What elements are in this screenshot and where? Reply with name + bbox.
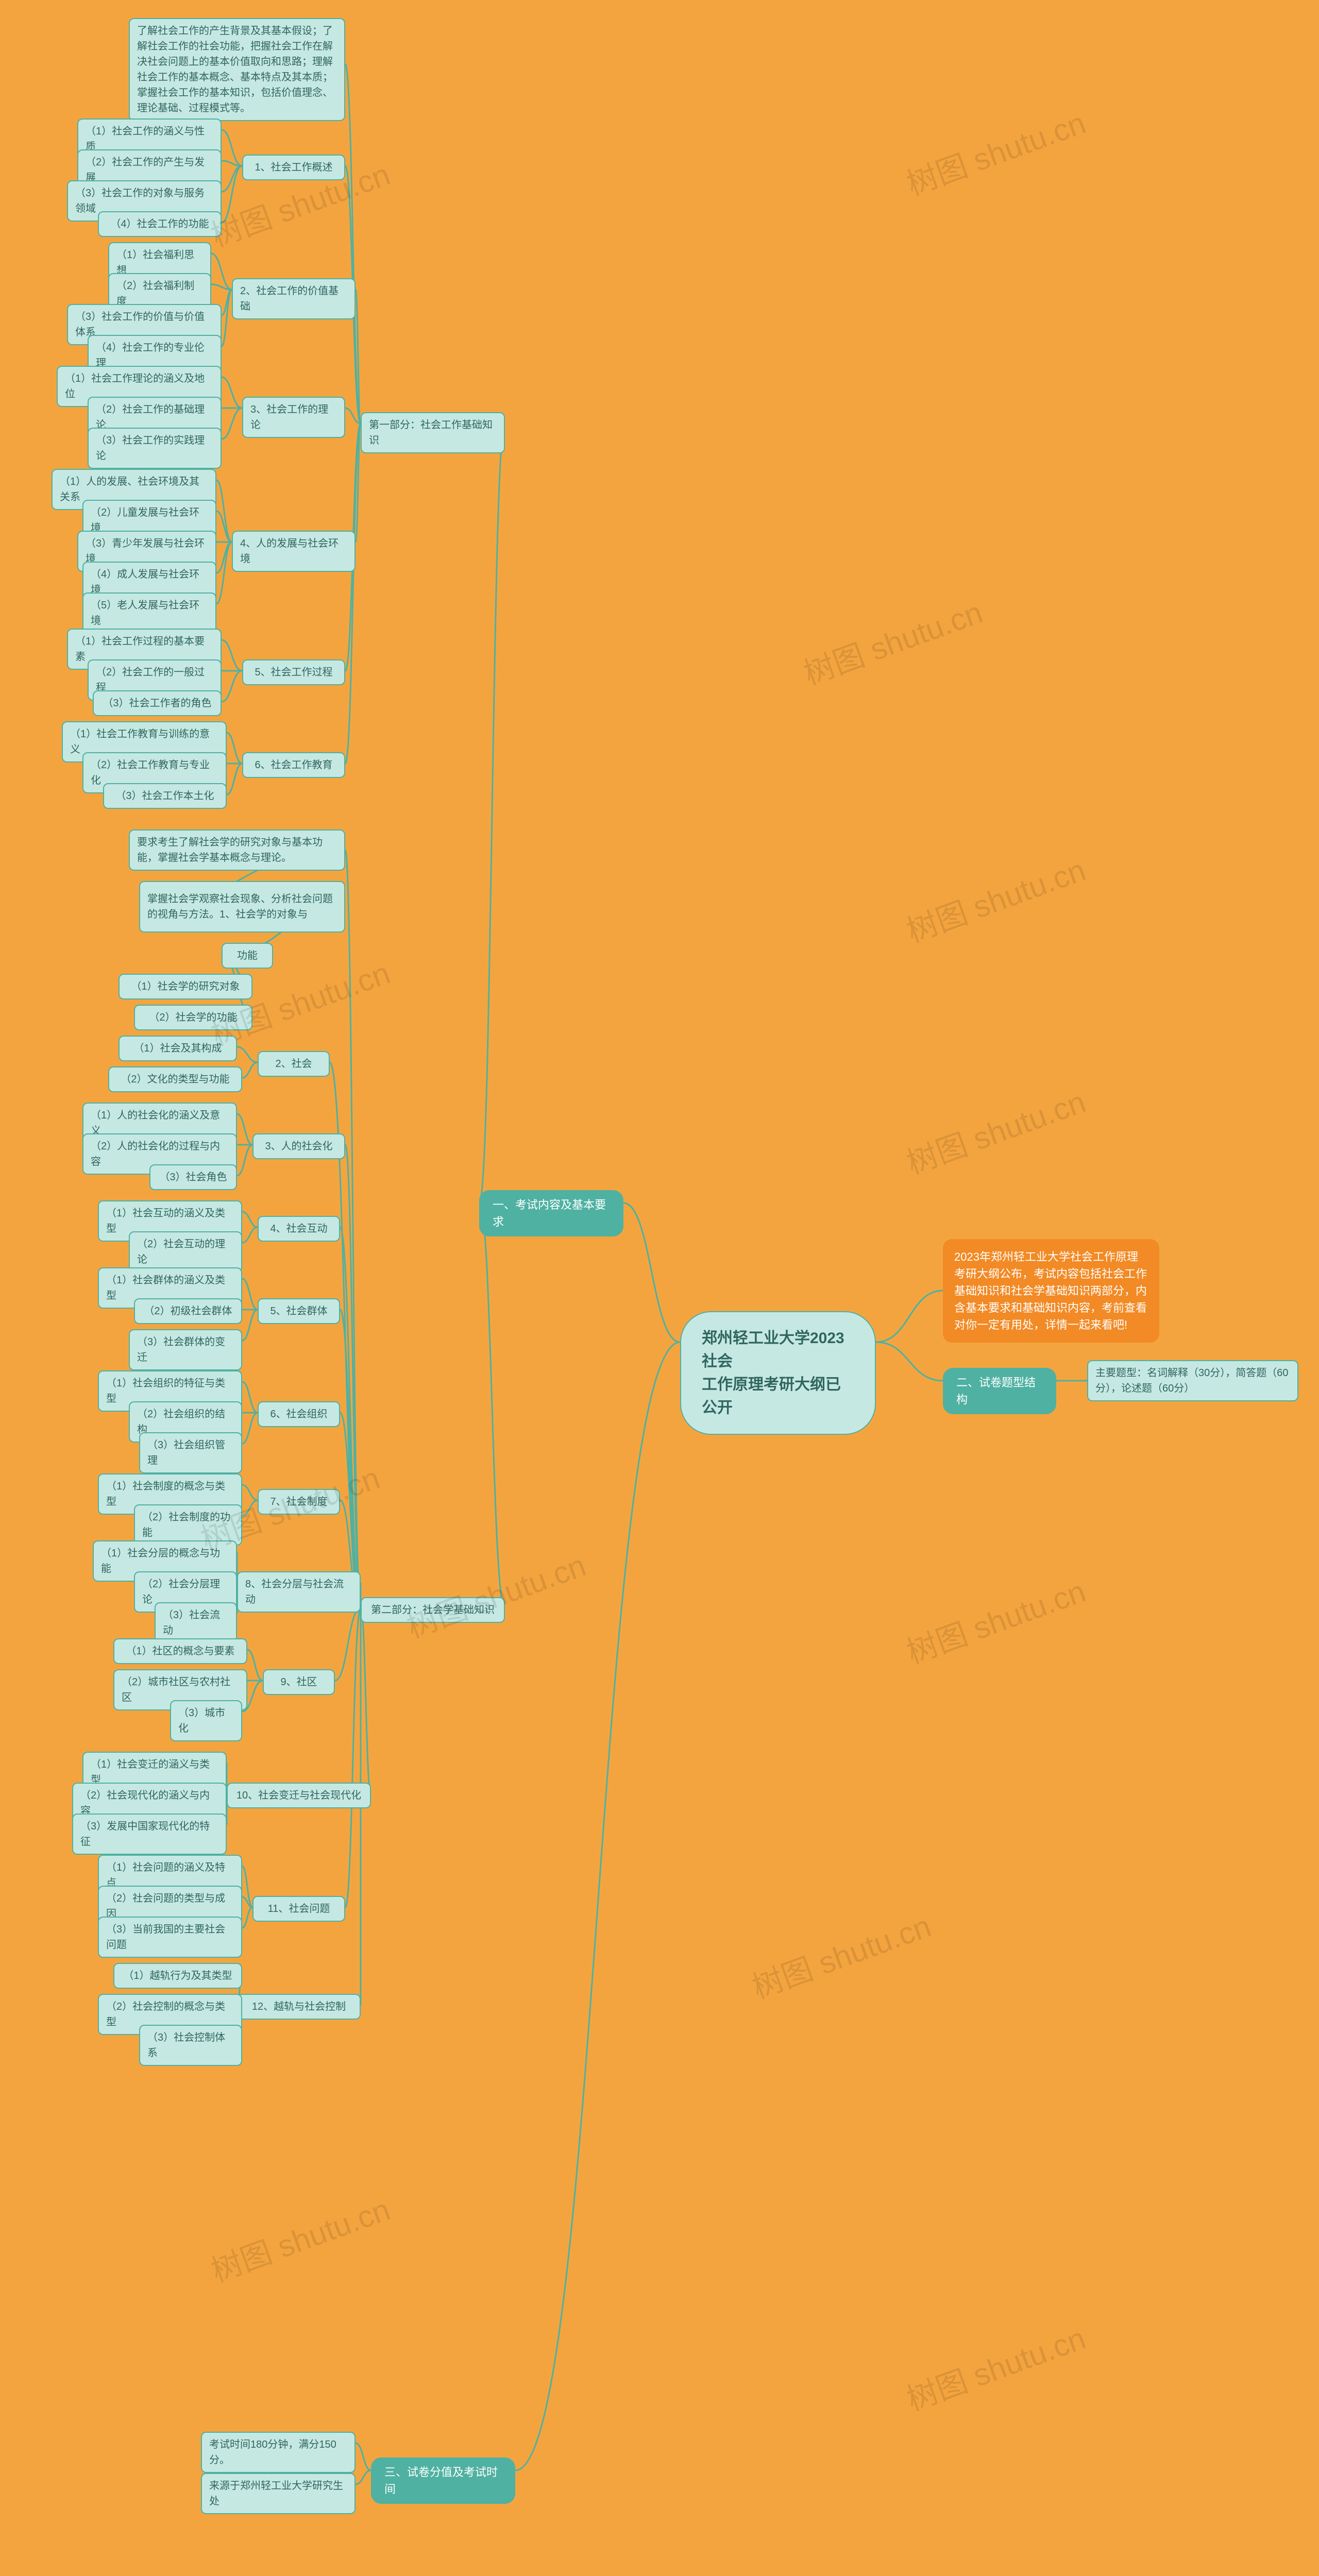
node-p2fna: （1）社会学的研究对象 [119,974,252,999]
node-intro: 2023年郑州轻工业大学社会工作原理考研大纲公布，考试内容包括社会工作基础知识和… [943,1239,1159,1343]
node-p1_6c: （3）社会工作本土化 [103,783,227,809]
node-p2_11: 11、社会问题 [252,1896,345,1922]
node-p1d: 了解社会工作的产生背景及其基本假设；了解社会工作的社会功能，把握社会工作在解决社… [129,18,345,121]
node-p1_2: 2、社会工作的价值基础 [232,278,356,319]
node-sec2: 二、试卷题型结构 [943,1368,1056,1414]
node-p1_4: 4、人的发展与社会环境 [232,531,356,572]
node-p2_8c: （3）社会流动 [155,1602,237,1643]
node-p1_3: 3、社会工作的理论 [242,397,345,438]
node-p2_7b: （2）社会制度的功能 [134,1504,242,1546]
node-sec3: 三、试卷分值及考试时间 [371,2458,515,2504]
watermark: 树图 shutu.cn [900,2313,1091,2419]
node-p1_3c: （3）社会工作的实践理论 [88,428,222,469]
node-p2_9c: （3）城市化 [170,1700,242,1741]
watermark: 树图 shutu.cn [204,2184,395,2291]
node-p2_9a: （1）社区的概念与要素 [113,1638,247,1664]
node-p1_4e: （5）老人发展与社会环境 [82,592,216,634]
node-p2_11c: （3）当前我国的主要社会问题 [98,1917,242,1958]
node-root: 郑州轻工业大学2023社会 工作原理考研大纲已公开 [680,1311,876,1435]
watermark: 树图 shutu.cn [900,845,1091,951]
node-p2_7: 7、社会制度 [258,1489,340,1515]
node-sec2v: 主要题型：名词解释（30分），简答题（60分），论述题（60分） [1087,1360,1298,1401]
node-p1_1: 1、社会工作概述 [242,155,345,180]
node-p2_10: 10、社会变迁与社会现代化 [227,1783,371,1808]
node-p2_3: 3、人的社会化 [252,1133,345,1159]
node-p2_2b: （2）文化的类型与功能 [108,1066,242,1092]
watermark: 树图 shutu.cn [797,587,988,693]
node-p2_4: 4、社会互动 [258,1216,340,1242]
node-p2fn: 功能 [222,943,273,969]
node-p2d2: 掌握社会学观察社会现象、分析社会问题的视角与方法。1、社会学的对象与 [139,881,345,933]
node-p2_12c: （3）社会控制体系 [139,2025,242,2066]
node-p1_1d: （4）社会工作的功能 [98,211,222,237]
node-p2_12a: （1）越轨行为及其类型 [113,1963,242,1989]
watermark: 树图 shutu.cn [900,1077,1091,1183]
node-p2d: 要求考生了解社会学的研究对象与基本功能，掌握社会学基本概念与理论。 [129,829,345,871]
node-p1_6: 6、社会工作教育 [242,752,345,778]
node-p2_9: 9、社区 [263,1669,335,1695]
node-sec1: 一、考试内容及基本要求 [479,1190,623,1236]
node-sec3b: 来源于郑州轻工业大学研究生处 [201,2473,356,2514]
node-p2_4b: （2）社会互动的理论 [129,1231,242,1273]
node-p2_12: 12、越轨与社会控制 [237,1994,361,2020]
node-p2_3c: （3）社会角色 [149,1164,237,1190]
node-p2_5b: （2）初级社会群体 [134,1298,242,1324]
node-p1: 第一部分：社会工作基础知识 [361,412,505,453]
node-p2_5c: （3）社会群体的变迁 [129,1329,242,1370]
node-p1_5c: （3）社会工作者的角色 [93,690,222,716]
node-p2_8: 8、社会分层与社会流动 [237,1571,361,1613]
node-p2_2a: （1）社会及其构成 [119,1036,237,1061]
node-p2_6c: （3）社会组织管理 [139,1432,242,1473]
node-p1_5: 5、社会工作过程 [242,659,345,685]
watermark: 树图 shutu.cn [900,98,1091,204]
node-p2_2: 2、社会 [258,1051,330,1077]
node-p2: 第二部分：社会学基础知识 [361,1597,505,1623]
watermark: 树图 shutu.cn [400,1540,591,1647]
node-p2_6: 6、社会组织 [258,1401,340,1427]
watermark: 树图 shutu.cn [900,1566,1091,1672]
node-p2_5: 5、社会群体 [258,1298,340,1324]
node-p2_10c: （3）发展中国家现代化的特征 [72,1814,227,1855]
node-p2fnb: （2）社会学的功能 [134,1005,252,1030]
watermark: 树图 shutu.cn [745,1901,936,2007]
mindmap-canvas: 郑州轻工业大学2023社会 工作原理考研大纲已公开 2023年郑州轻工业大学社会工… [0,0,1319,2576]
node-sec3a: 考试时间180分钟，满分150分。 [201,2432,356,2473]
